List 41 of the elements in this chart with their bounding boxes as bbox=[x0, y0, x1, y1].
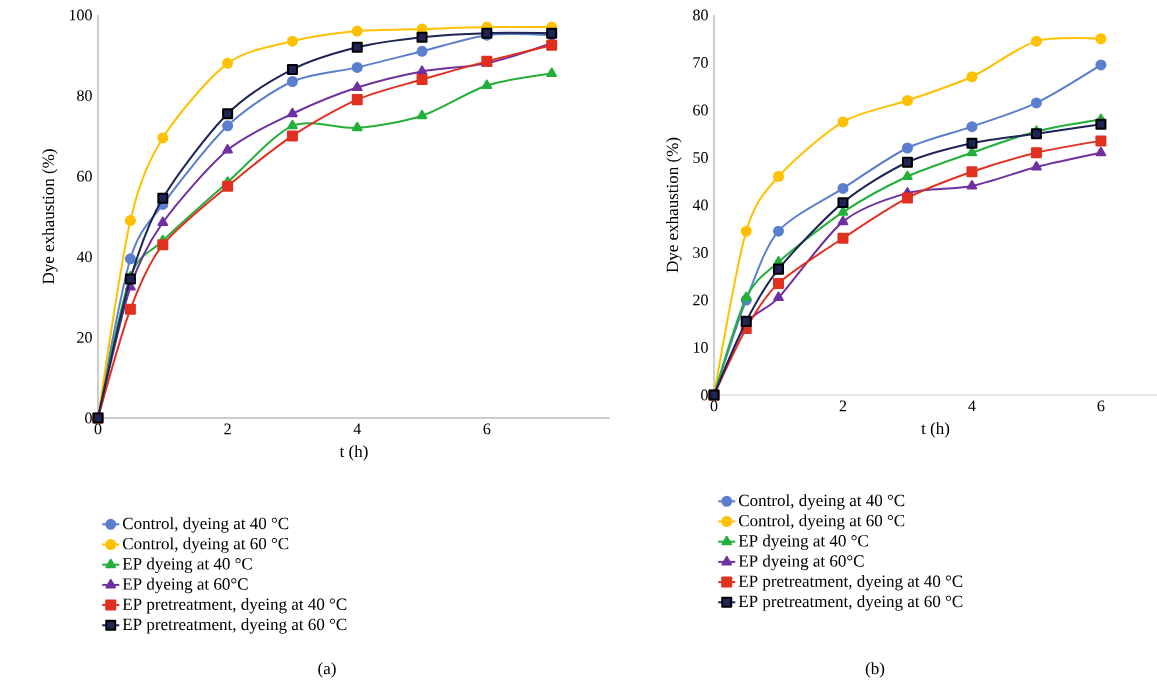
x-tick-label: 2 bbox=[839, 400, 847, 412]
legend-label: EP pretreatment, dyeing at 40 °C bbox=[738, 574, 963, 591]
y-tick-label: 0 bbox=[85, 412, 92, 424]
legend-label: EP dyeing at 40 °C bbox=[738, 534, 868, 551]
legend-label: EP dyeing at 60°C bbox=[738, 554, 864, 571]
y-axis-title: Dye exhaustion (%) bbox=[42, 149, 58, 284]
y-tick-label: 80 bbox=[77, 90, 92, 101]
x-tick-label: 2 bbox=[224, 423, 231, 435]
text: (b) bbox=[865, 662, 885, 678]
y-tick-label: 80 bbox=[693, 9, 708, 21]
y-tick-label: 100 bbox=[69, 9, 92, 21]
y-tick-label: 50 bbox=[693, 152, 708, 163]
legend-label: Control, dyeing at 60 °C bbox=[738, 514, 905, 530]
x-tick-label: 4 bbox=[968, 400, 976, 412]
y-axis-title: Dye exhaustion (%) bbox=[666, 137, 682, 273]
x-tick-label: 0 bbox=[94, 423, 102, 435]
y-tick-label: 70 bbox=[693, 57, 708, 68]
legend-label: EP pretreatment, dyeing at 40 °C bbox=[122, 597, 347, 614]
y-tick-label: 60 bbox=[693, 104, 708, 116]
legend-label: EP dyeing at 40 °C bbox=[122, 557, 252, 574]
y-tick-label: 40 bbox=[692, 199, 708, 211]
legend-label: Control, dyeing at 60 °C bbox=[122, 537, 289, 553]
y-tick-label: 60 bbox=[77, 170, 92, 182]
text: (a) bbox=[318, 662, 336, 678]
y-tick-label: 20 bbox=[77, 332, 92, 343]
x-tick-label: 6 bbox=[1097, 400, 1105, 412]
x-tick-label: 0 bbox=[710, 400, 718, 412]
x-axis-title: t (h) bbox=[339, 445, 368, 461]
legend-label: Control, dyeing at 40 °C bbox=[738, 494, 905, 510]
y-tick-label: 30 bbox=[693, 247, 708, 258]
legend-label: EP dyeing at 60°C bbox=[122, 577, 248, 594]
x-axis-title: t (h) bbox=[921, 422, 950, 438]
y-tick-label: 0 bbox=[701, 389, 708, 401]
x-tick-label: 4 bbox=[353, 423, 361, 435]
y-tick-label: 20 bbox=[693, 294, 708, 306]
y-tick-label: 40 bbox=[76, 251, 92, 263]
x-tick-label: 6 bbox=[483, 423, 491, 435]
y-tick-label: 10 bbox=[693, 342, 708, 353]
legend-label: EP pretreatment, dyeing at 60 °C bbox=[122, 618, 347, 634]
legend-label: Control, dyeing at 40 °C bbox=[122, 517, 289, 533]
legend-label: EP pretreatment, dyeing at 60 °C bbox=[738, 595, 963, 611]
